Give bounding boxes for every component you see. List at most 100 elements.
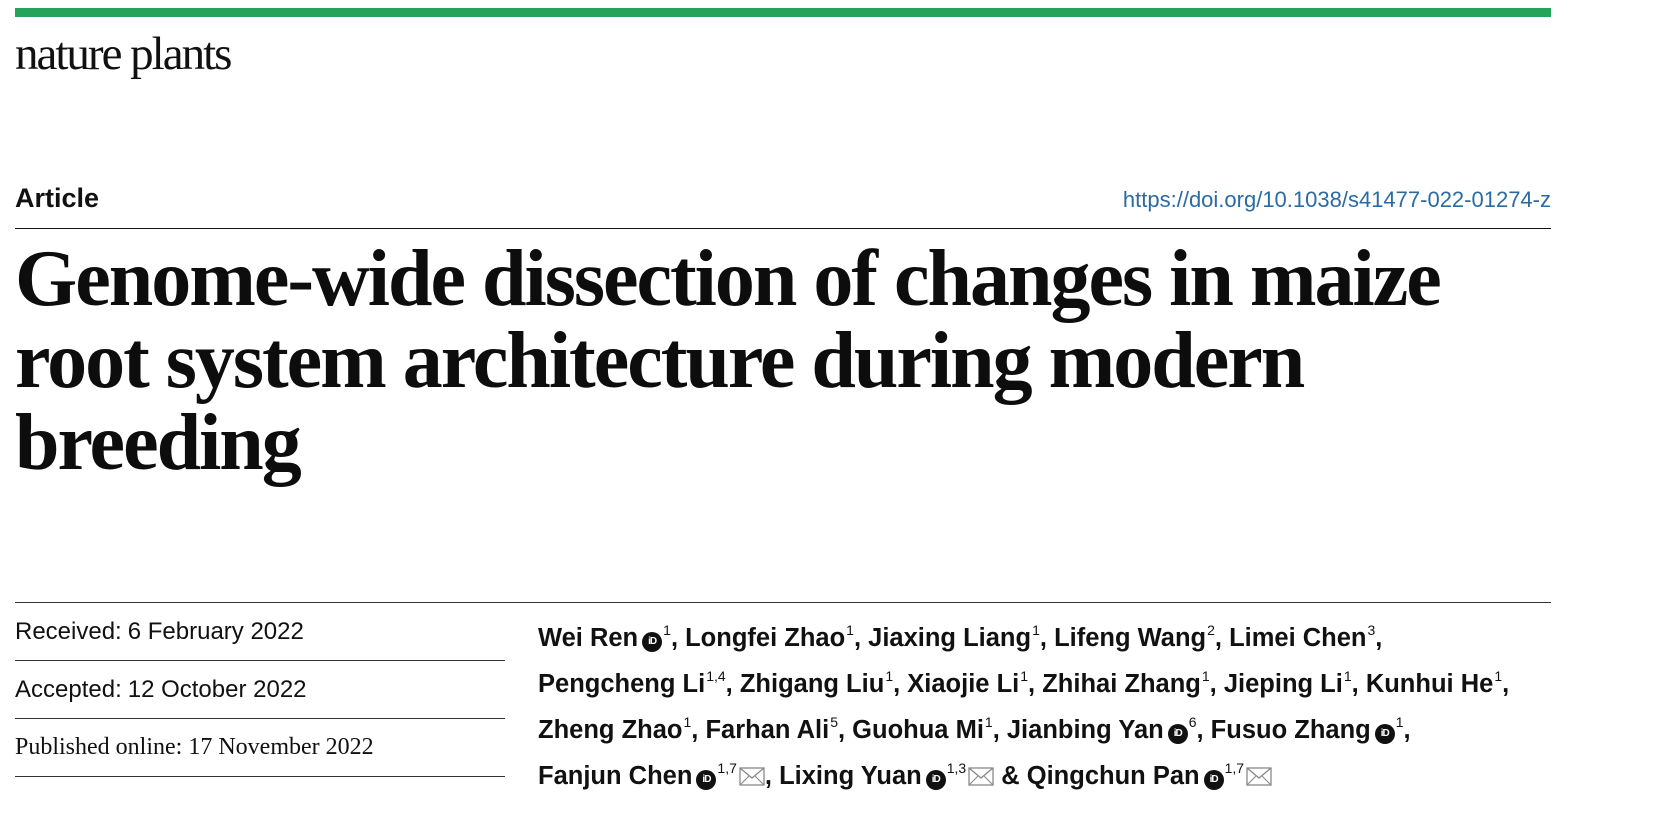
author-separator: , xyxy=(893,670,908,698)
author-separator: , xyxy=(1196,716,1211,744)
author-name[interactable]: Jiaxing Liang xyxy=(868,624,1032,652)
author: Wei Ren iD1, xyxy=(538,622,686,652)
author-separator: , xyxy=(725,670,740,698)
affiliation-number[interactable]: 1,7 xyxy=(1224,760,1245,776)
published-date: Published online: 17 November 2022 xyxy=(15,719,505,777)
author: Zhigang Liu1, xyxy=(739,668,908,698)
author: Lifeng Wang2, xyxy=(1054,622,1230,652)
affiliation-number[interactable]: 1 xyxy=(885,668,894,684)
author-name[interactable]: Jianbing Yan xyxy=(1006,716,1164,744)
author-name[interactable]: Wei Ren xyxy=(538,624,639,652)
mail-icon[interactable] xyxy=(739,767,765,786)
affiliation-number[interactable]: 1 xyxy=(984,714,993,730)
author-name[interactable]: Fanjun Chen xyxy=(538,762,693,790)
author: Fanjun Chen iD1,7, xyxy=(538,760,780,790)
author: Jieping Li1, xyxy=(1223,668,1366,698)
affiliation-number[interactable]: 2 xyxy=(1207,622,1215,638)
author: Limei Chen3, xyxy=(1229,622,1383,652)
author-name[interactable]: Lixing Yuan xyxy=(779,762,922,790)
author-separator: , xyxy=(1375,624,1383,652)
author: Pengcheng Li1,4, xyxy=(538,668,740,698)
affiliation-number[interactable]: 1,7 xyxy=(717,760,737,776)
author-separator: , xyxy=(670,624,686,652)
affiliation-number[interactable]: 1 xyxy=(1032,622,1040,638)
affiliation-number[interactable]: 6 xyxy=(1188,714,1197,730)
orcid-icon[interactable]: iD xyxy=(642,632,663,652)
author-name[interactable]: Kunhui He xyxy=(1365,670,1494,698)
doi-link[interactable]: https://doi.org/10.1038/s41477-022-01274… xyxy=(1122,187,1551,212)
author-separator: , xyxy=(992,716,1007,744)
author: Jianbing Yan iD6, xyxy=(1006,714,1211,744)
author-separator: & xyxy=(994,762,1027,790)
article-title: Genome-wide dissection of changes in mai… xyxy=(15,238,1551,484)
affiliation-number[interactable]: 1 xyxy=(683,714,692,730)
title-line: breeding xyxy=(15,399,302,487)
author-separator: , xyxy=(853,624,869,652)
author: Kunhui He1, xyxy=(1365,668,1510,698)
author-separator: , xyxy=(1039,624,1055,652)
affiliation-number[interactable]: 1,3 xyxy=(946,760,967,776)
author-name[interactable]: Lifeng Wang xyxy=(1054,624,1207,652)
journal-accent-bar xyxy=(15,8,1551,17)
author: Lixing Yuan iD1,3 & xyxy=(779,760,1027,790)
journal-name[interactable]: nature plants xyxy=(15,28,232,80)
author-separator: , xyxy=(764,762,780,790)
author-name[interactable]: Guohua Mi xyxy=(852,716,984,744)
author-name[interactable]: Fusuo Zhang xyxy=(1210,716,1371,744)
author-name[interactable]: Zhihai Zhang xyxy=(1042,670,1201,698)
author-name[interactable]: Pengcheng Li xyxy=(538,670,706,698)
affiliation-number[interactable]: 1 xyxy=(846,622,854,638)
orcid-icon[interactable]: iD xyxy=(1203,770,1224,790)
date-label: Received: xyxy=(15,617,122,645)
title-line: Genome-wide dissection of changes in mai… xyxy=(15,235,1442,323)
author-name[interactable]: Qingchun Pan xyxy=(1026,762,1200,790)
article-type: Article xyxy=(15,183,100,213)
author-separator: , xyxy=(1209,670,1224,698)
date-value: 6 February 2022 xyxy=(127,617,304,645)
mail-icon[interactable] xyxy=(1246,767,1272,786)
date-label: Accepted: xyxy=(15,675,122,703)
orcid-icon[interactable]: iD xyxy=(696,770,717,790)
author-name[interactable]: Limei Chen xyxy=(1229,624,1367,652)
meta-divider xyxy=(15,602,1551,603)
author: Xiaojie Li1, xyxy=(907,668,1043,698)
author-name[interactable]: Zhigang Liu xyxy=(739,670,885,698)
affiliation-number[interactable]: 5 xyxy=(830,714,838,730)
affiliation-number[interactable]: 1 xyxy=(1020,668,1029,684)
author-list: Wei Ren iD1, Longfei Zhao1, Jiaxing Liang… xyxy=(538,611,1558,795)
author-separator: , xyxy=(1502,670,1510,698)
author: Qingchun Pan iD1,7 xyxy=(1026,760,1272,790)
author: Guohua Mi1, xyxy=(852,714,1007,744)
title-line: root system architecture during modern xyxy=(15,317,1305,405)
author: Zhihai Zhang1, xyxy=(1042,668,1224,698)
mail-icon[interactable] xyxy=(968,767,994,786)
affiliation-number[interactable]: 1 xyxy=(663,622,671,638)
author-separator: , xyxy=(1214,624,1230,652)
author: Longfei Zhao1, xyxy=(685,622,869,652)
author-separator: , xyxy=(1403,716,1411,744)
author: Fusuo Zhang iD1, xyxy=(1210,714,1411,744)
author-name[interactable]: Zheng Zhao xyxy=(538,716,683,744)
author-separator: , xyxy=(838,716,853,744)
author-separator: , xyxy=(691,716,706,744)
author-name[interactable]: Farhan Ali xyxy=(705,716,830,744)
orcid-icon[interactable]: iD xyxy=(925,770,946,790)
accepted-date: Accepted: 12 October 2022 xyxy=(15,661,505,719)
author-name[interactable]: Jieping Li xyxy=(1223,670,1343,698)
author-name[interactable]: Longfei Zhao xyxy=(685,624,846,652)
author: Zheng Zhao1, xyxy=(538,714,706,744)
author-separator: , xyxy=(1028,670,1043,698)
received-date: Received: 6 February 2022 xyxy=(15,603,505,661)
publication-dates: Received: 6 February 2022 Accepted: 12 O… xyxy=(15,603,505,777)
affiliation-number[interactable]: 1 xyxy=(1343,668,1352,684)
date-label: Published online: xyxy=(15,734,183,760)
affiliation-number[interactable]: 1,4 xyxy=(706,668,726,684)
orcid-icon[interactable]: iD xyxy=(1374,724,1395,744)
affiliation-number[interactable]: 1 xyxy=(1395,714,1404,730)
affiliation-number[interactable]: 1 xyxy=(1494,668,1503,684)
orcid-icon[interactable]: iD xyxy=(1167,724,1188,744)
affiliation-number[interactable]: 1 xyxy=(1201,668,1210,684)
author-name[interactable]: Xiaojie Li xyxy=(907,670,1020,698)
affiliation-number[interactable]: 3 xyxy=(1367,622,1376,638)
author: Jiaxing Liang1, xyxy=(868,622,1055,652)
